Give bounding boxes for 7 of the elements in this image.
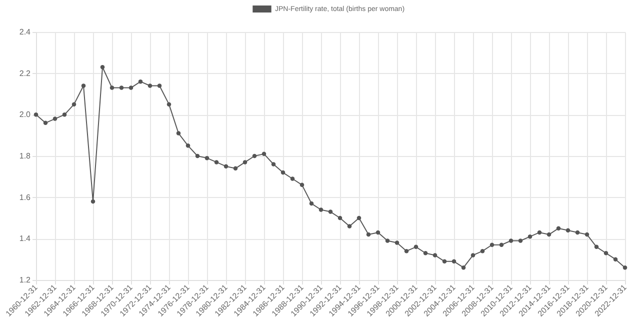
y-tick-label: 2.2 xyxy=(19,68,32,78)
y-tick-label: 1.4 xyxy=(19,234,32,244)
y-tick-label: 2.0 xyxy=(19,110,32,120)
y-tick-label: 1.2 xyxy=(19,276,32,284)
y-tick-label: 2.4 xyxy=(19,28,32,36)
y-tick-label: 1.8 xyxy=(19,152,32,160)
y-tick-label: 1.6 xyxy=(19,192,32,202)
